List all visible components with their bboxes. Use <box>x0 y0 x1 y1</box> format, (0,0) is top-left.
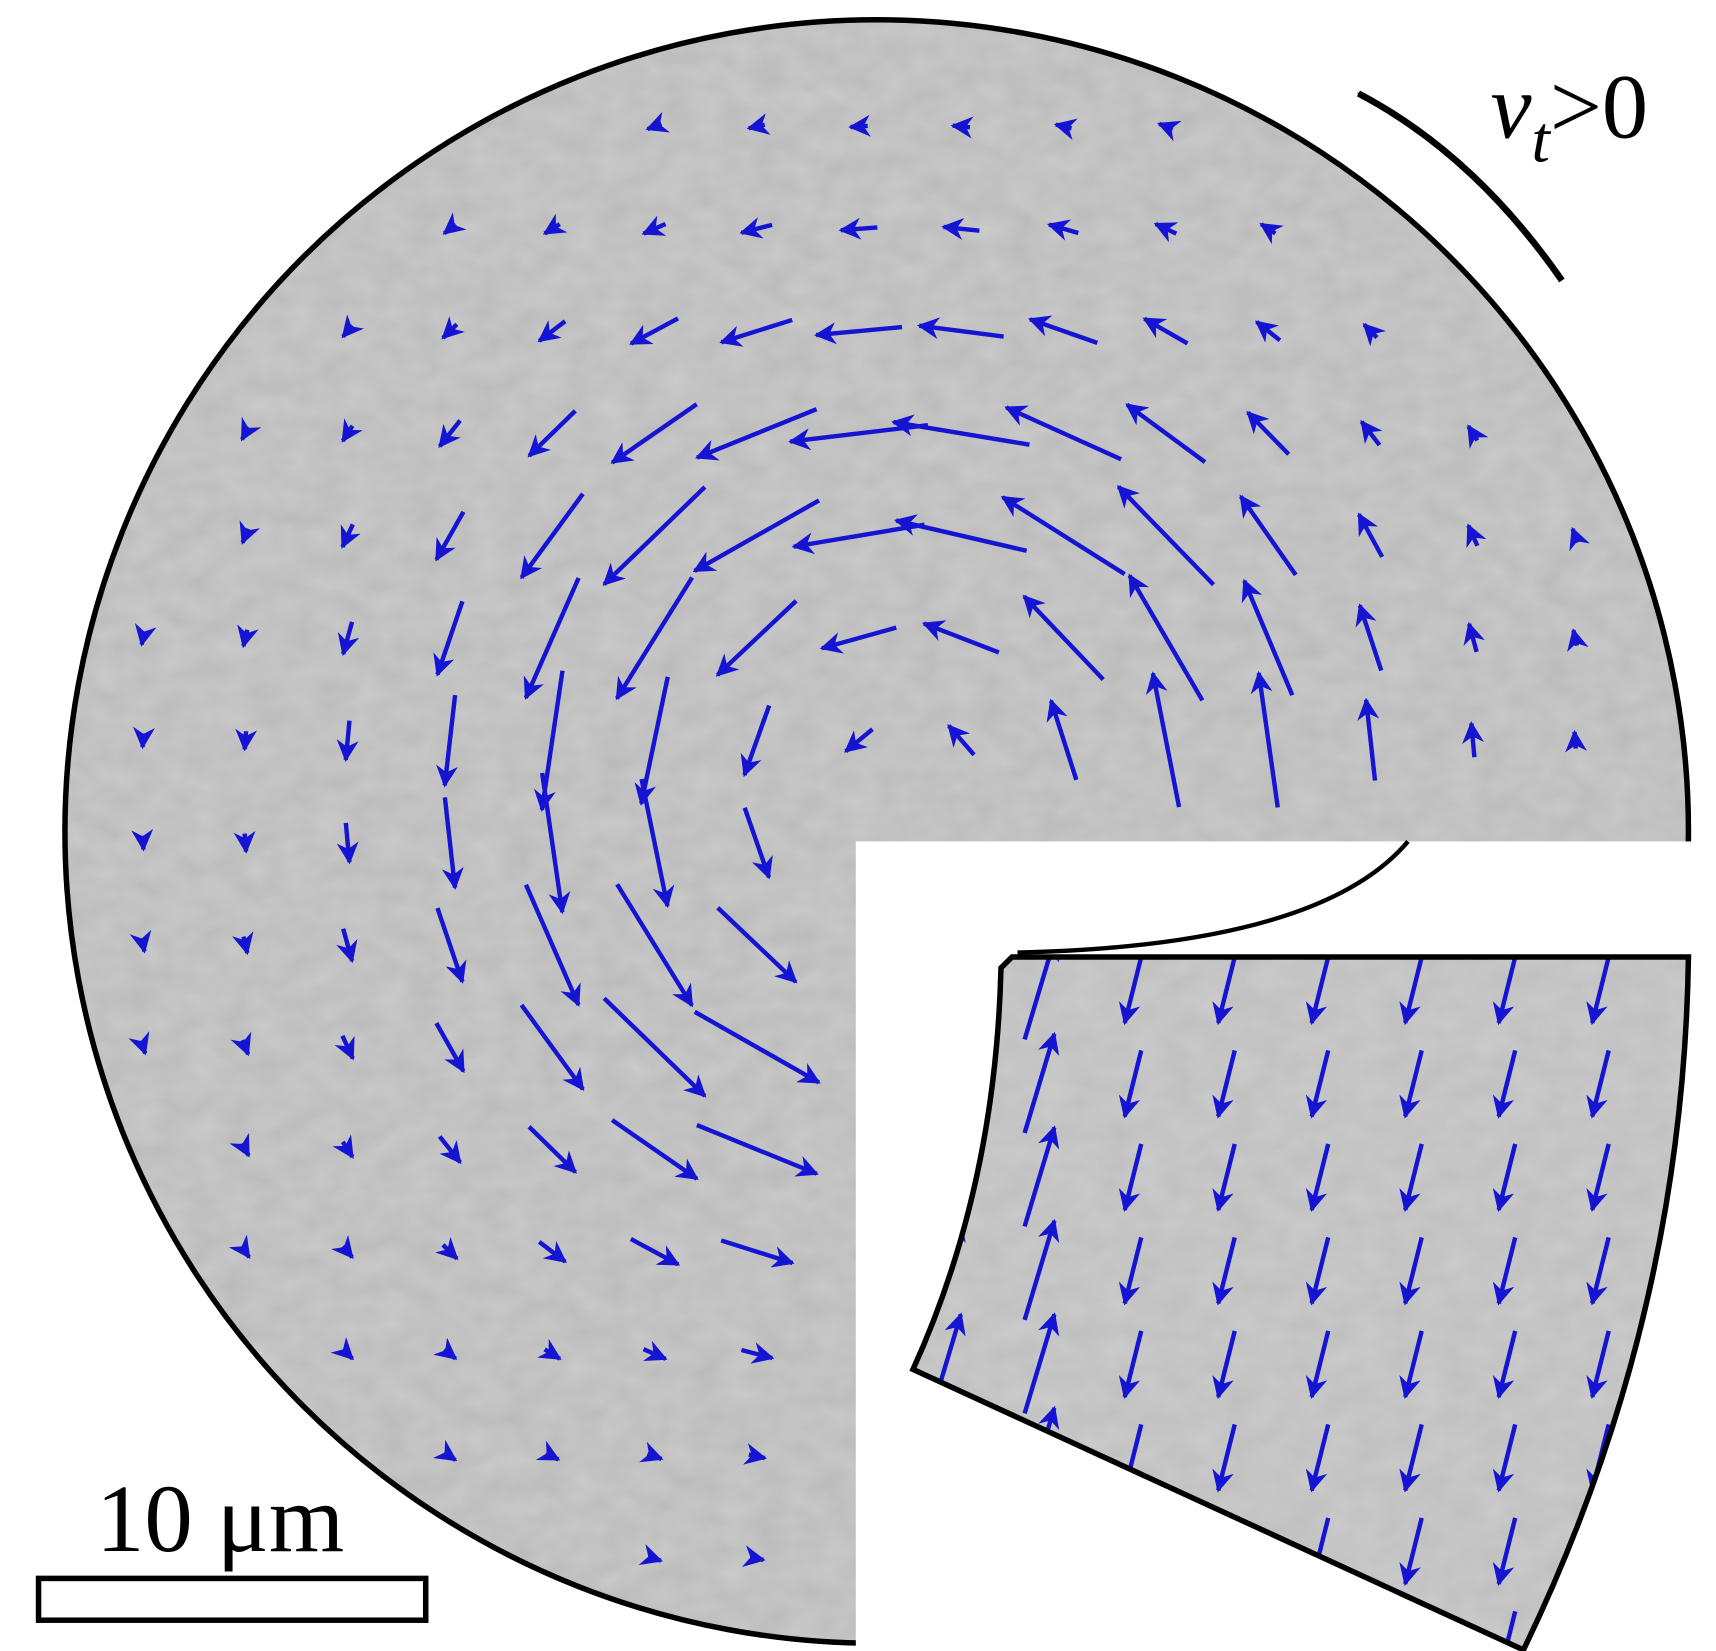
velocity-arrow <box>143 836 144 850</box>
velocity-arrow <box>1471 723 1474 757</box>
velocity-arrow <box>850 126 867 127</box>
symbol: v <box>1490 55 1531 157</box>
velocity-arrow <box>142 938 145 951</box>
direction-label: vt>0 <box>1490 55 1648 176</box>
velocity-arrow <box>841 227 878 230</box>
figure: vt>0 10 μm <box>0 0 1716 1651</box>
scale-bar <box>39 1578 426 1620</box>
subscript: t <box>1531 104 1551 177</box>
scale-label: 10 μm <box>96 1465 344 1572</box>
velocity-arrow <box>953 126 970 128</box>
velocity-arrow <box>750 1557 763 1560</box>
velocity-arrow <box>1575 732 1576 749</box>
velocity-arrow <box>142 631 145 644</box>
page: vt>0 10 μm (() => { const data = JSON.pa… <box>0 0 1716 1651</box>
velocity-arrow <box>245 731 246 749</box>
condition: >0 <box>1550 55 1648 157</box>
velocity-arrow <box>143 733 144 747</box>
velocity-arrow <box>245 834 246 852</box>
